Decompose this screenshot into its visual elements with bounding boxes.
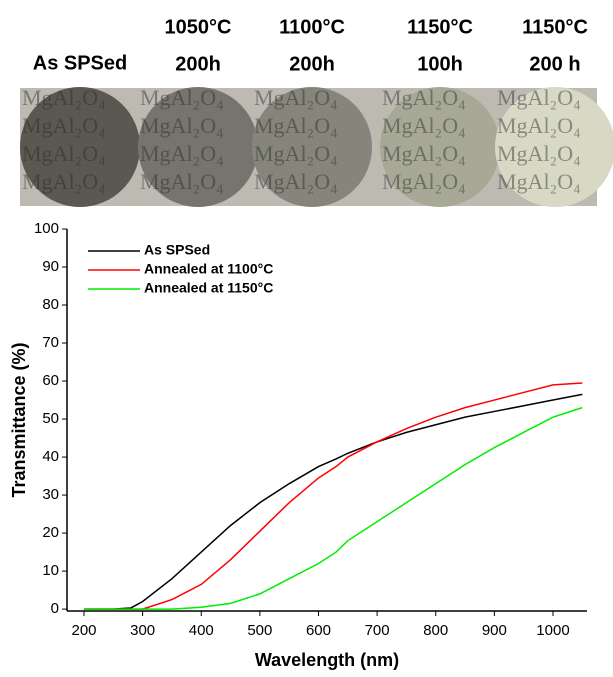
x-tick-label: 800: [423, 622, 448, 639]
photo-text: MgAl₂O₄: [254, 141, 338, 166]
series-line: [84, 382, 583, 610]
photo-text: MgAl₂O₄: [22, 141, 106, 166]
photo-text: MgAl₂O₄: [140, 113, 224, 138]
photo-text: MgAl₂O₄: [22, 113, 106, 138]
series-line: [84, 393, 583, 610]
sample-label: 200h: [289, 53, 335, 75]
photo-text: MgAl₂O₄: [497, 113, 581, 138]
y-tick-label: 80: [42, 296, 59, 313]
x-tick-label: 200: [71, 622, 96, 639]
sample-disk: [380, 87, 500, 207]
x-tick-label: 300: [130, 622, 155, 639]
y-tick-label: 20: [42, 524, 59, 541]
photo-text: MgAl₂O₄: [254, 113, 338, 138]
sample-label: 1100°C: [279, 16, 345, 38]
sample-label: 1150°C: [407, 16, 473, 38]
photo-text: MgAl₂O₄: [497, 169, 581, 194]
legend-label: As SPSed: [144, 242, 210, 258]
x-axis-label: Wavelength (nm): [255, 650, 399, 670]
photo: MgAl₂O₄ MgAl₂O₄ MgAl₂O₄ MgAl₂O₄: [495, 85, 613, 207]
sample-label: 100h: [417, 53, 463, 75]
y-tick-label: 10: [42, 562, 59, 579]
sample-disk: [495, 87, 613, 207]
sample-label: 200h: [175, 53, 221, 75]
photo-text: MgAl₂O₄: [140, 85, 224, 110]
photo-text: MgAl₂O₄: [140, 141, 224, 166]
y-tick-label: 50: [42, 410, 59, 427]
series-line: [84, 406, 583, 610]
y-tick-label: 100: [34, 220, 59, 237]
photo-text: MgAl₂O₄: [382, 113, 466, 138]
sample-disk: [138, 87, 258, 207]
photo-text: MgAl₂O₄: [22, 169, 106, 194]
photo-text: MgAl₂O₄: [254, 85, 338, 110]
y-tick-label: 0: [51, 600, 59, 617]
x-tick-label: 600: [306, 622, 331, 639]
sample-label: 1050°C: [165, 16, 232, 38]
photo-text: MgAl₂O₄: [254, 169, 338, 194]
x-tick-label: 900: [482, 622, 507, 639]
legend-label: Annealed at 1150°C: [144, 280, 273, 296]
photo: MgAl₂O₄ MgAl₂O₄ MgAl₂O₄ MgAl₂O₄: [252, 85, 372, 207]
photo-text: MgAl₂O₄: [382, 141, 466, 166]
x-tick-label: 400: [189, 622, 214, 639]
photo: MgAl₂O₄ MgAl₂O₄ MgAl₂O₄ MgAl₂O₄: [20, 85, 140, 207]
x-tick-label: 500: [247, 622, 272, 639]
photo-text: MgAl₂O₄: [382, 169, 466, 194]
legend-label: Annealed at 1100°C: [144, 261, 273, 277]
photo-text: MgAl₂O₄: [382, 85, 466, 110]
sample-label: 1150°C: [522, 16, 588, 38]
y-tick-label: 70: [42, 334, 59, 351]
photo-text: MgAl₂O₄: [140, 169, 224, 194]
photo-text: MgAl₂O₄: [22, 85, 106, 110]
x-tick-label: 1000: [536, 622, 569, 639]
photo-text: MgAl₂O₄: [497, 85, 581, 110]
x-tick-label: 700: [365, 622, 390, 639]
photo: MgAl₂O₄ MgAl₂O₄ MgAl₂O₄ MgAl₂O₄: [380, 85, 500, 207]
photo: MgAl₂O₄ MgAl₂O₄ MgAl₂O₄ MgAl₂O₄: [138, 85, 258, 207]
sample-label: As SPSed: [33, 52, 127, 74]
sample-disk: [20, 87, 140, 207]
y-tick-label: 40: [42, 448, 59, 465]
y-tick-label: 90: [42, 258, 59, 275]
y-tick-label: 60: [42, 372, 59, 389]
photo-text: MgAl₂O₄: [497, 141, 581, 166]
y-axis-label: Transmittance (%): [9, 342, 29, 497]
sample-label: 200 h: [529, 53, 580, 75]
y-tick-label: 30: [42, 486, 59, 503]
sample-disk: [252, 87, 372, 207]
